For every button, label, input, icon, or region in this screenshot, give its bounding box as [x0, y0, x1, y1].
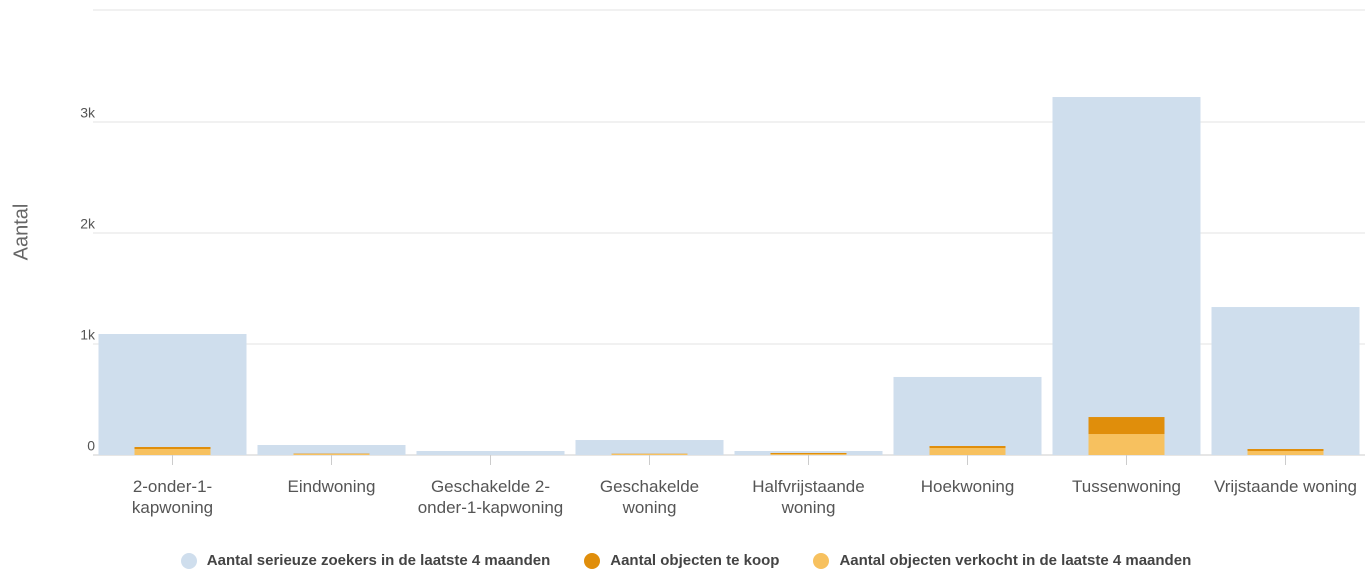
x-tick-label: Halfvrijstaande woning: [752, 477, 865, 517]
bar: [611, 453, 688, 455]
bar: [893, 376, 1042, 455]
bar: [929, 446, 1006, 449]
x-tick-label: Geschakelde woning: [599, 477, 700, 517]
bar: [770, 453, 847, 455]
bar: [98, 334, 247, 455]
y-tick-label: 0: [87, 438, 95, 454]
x-tick-label: 2-onder-1-kapwoning: [131, 477, 214, 517]
x-tick-label: Hoekwoning: [920, 477, 1015, 496]
x-tick-label: Eindwoning: [287, 477, 376, 496]
bar: [1088, 417, 1165, 435]
bar: [293, 453, 370, 455]
legend-item: Aantal objecten verkocht in de laatste 4…: [813, 552, 1191, 569]
x-tick-label: Tussenwoning: [1072, 477, 1181, 496]
bar: [416, 451, 565, 455]
legend-label: Aantal serieuze zoekers in de laatste 4 …: [206, 552, 551, 569]
legend: Aantal serieuze zoekers in de laatste 4 …: [0, 552, 1372, 569]
y-tick-label: 3k: [80, 105, 96, 121]
bar: [257, 445, 406, 455]
legend-item: Aantal serieuze zoekers in de laatste 4 …: [180, 552, 551, 569]
bar: [1052, 97, 1201, 456]
legend-label: Aantal objecten te koop: [610, 552, 780, 569]
x-tick-label: Geschakelde 2-onder-1-kapwoning: [417, 477, 564, 517]
bar: [134, 449, 211, 455]
legend-item: Aantal objecten te koop: [584, 552, 779, 569]
y-tick-label: 1k: [80, 327, 96, 343]
legend-swatch: [584, 552, 601, 569]
bar: [134, 447, 211, 450]
bar: [1247, 451, 1324, 455]
bar: [929, 448, 1006, 455]
bar: [1088, 434, 1165, 455]
bar: [770, 454, 847, 455]
legend-label: Aantal objecten verkocht in de laatste 4…: [839, 552, 1192, 569]
bar: [575, 440, 724, 455]
legend-swatch: [813, 552, 830, 569]
bar: [1211, 307, 1360, 455]
legend-swatch: [180, 552, 197, 569]
y-tick-label: 2k: [80, 216, 96, 232]
bar: [1247, 449, 1324, 452]
y-axis-label: Aantal: [10, 204, 32, 261]
x-tick-label: Vrijstaande woning: [1213, 477, 1357, 496]
